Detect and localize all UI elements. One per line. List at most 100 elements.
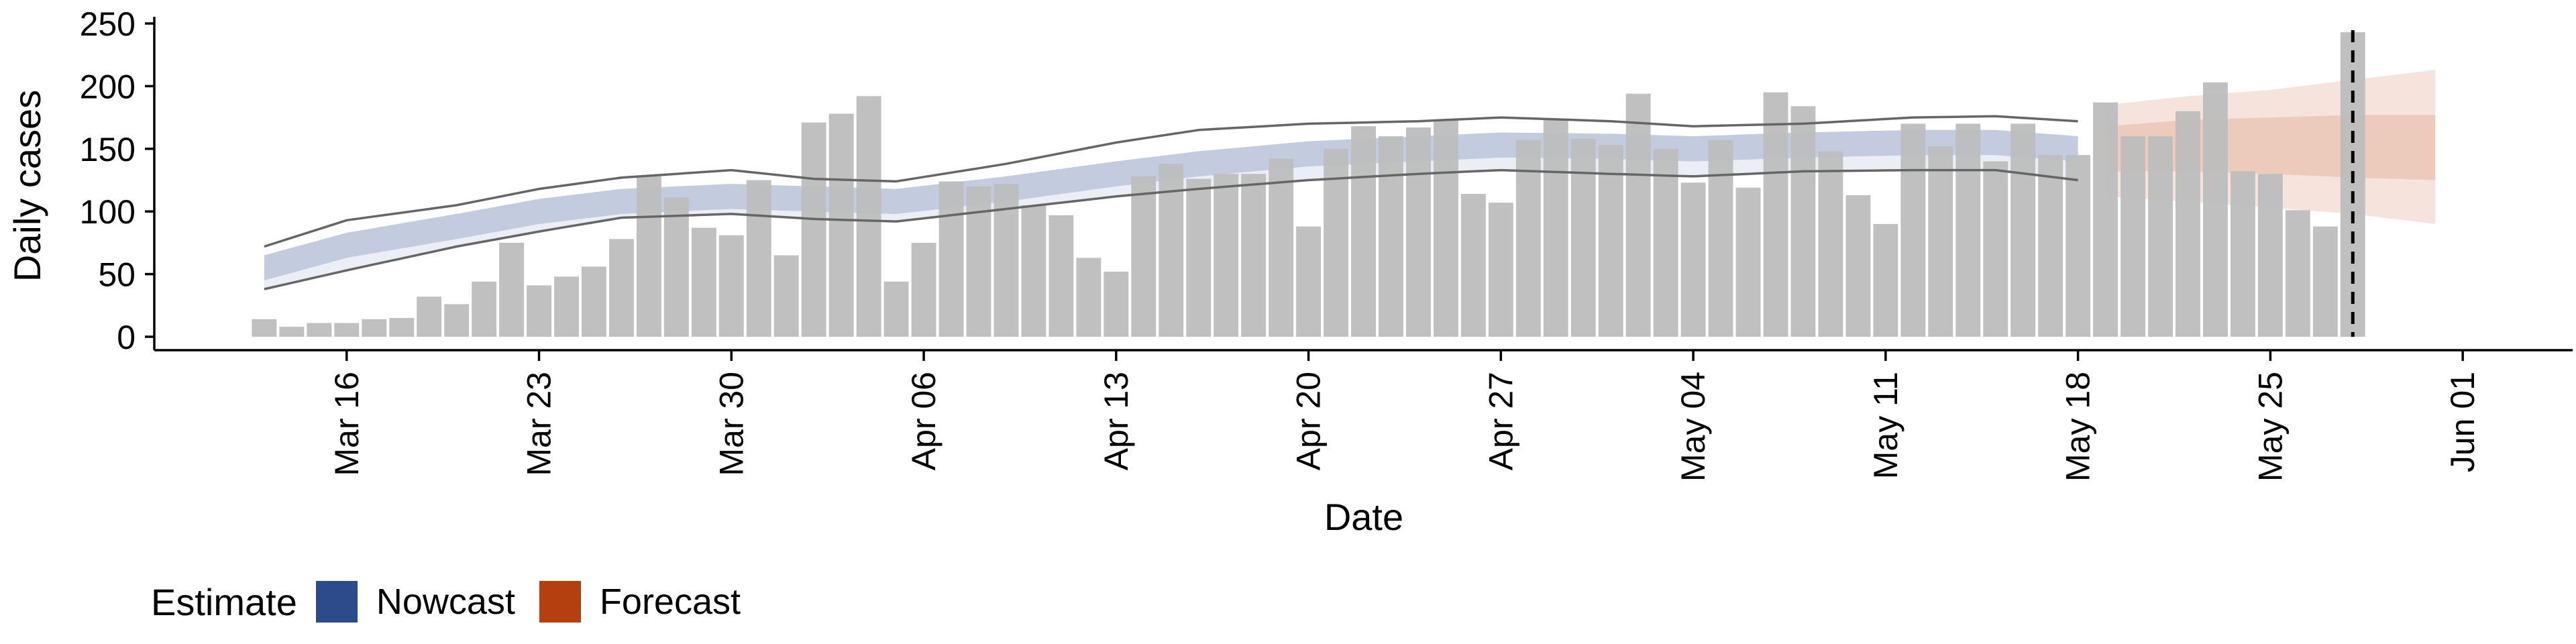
bar-day-69 <box>2121 136 2145 337</box>
y-tick-label: 250 <box>80 5 136 43</box>
bar-day-61 <box>1900 123 1926 337</box>
bar-day-64 <box>1983 161 2008 337</box>
x-tick-label: May 11 <box>1867 372 1904 479</box>
bar-day-2 <box>279 327 305 337</box>
x-tick-label: Jun 01 <box>2444 372 2481 472</box>
bar-day-57 <box>1790 106 1816 337</box>
bar-day-1 <box>252 319 277 337</box>
bar-day-71 <box>2176 111 2200 337</box>
bar-day-18 <box>718 235 744 337</box>
bar-day-76 <box>2312 226 2338 337</box>
y-tick-label: 0 <box>117 319 136 356</box>
legend-item-nowcast: Nowcast <box>315 581 515 623</box>
bar-day-27 <box>966 186 991 337</box>
bar-day-39 <box>1296 226 1321 337</box>
bar-day-60 <box>1873 223 1898 337</box>
bar-day-31 <box>1076 258 1102 337</box>
x-tick-label: Mar 30 <box>712 372 750 476</box>
bar-day-48 <box>1543 119 1568 337</box>
bar-day-13 <box>582 266 606 337</box>
bar-day-70 <box>2148 136 2173 337</box>
bar-day-56 <box>1763 92 1788 337</box>
bar-day-15 <box>637 176 661 337</box>
y-tick-label: 150 <box>80 131 136 168</box>
legend: Estimate Nowcast Forecast <box>151 578 765 625</box>
bar-day-9 <box>472 281 497 337</box>
bar-day-6 <box>389 318 415 337</box>
x-tick-label: May 25 <box>2251 372 2289 482</box>
bar-day-29 <box>1021 205 1046 337</box>
bar-day-72 <box>2203 82 2228 337</box>
bar-day-62 <box>1928 146 1953 337</box>
bar-day-47 <box>1515 140 1541 337</box>
x-tick-label: May 04 <box>1674 372 1712 482</box>
bar-day-33 <box>1131 176 1157 337</box>
bar-day-52 <box>1653 148 1678 337</box>
bar-day-8 <box>444 304 470 337</box>
x-tick-label: Apr 06 <box>905 372 943 470</box>
bar-day-12 <box>554 276 579 337</box>
bar-day-14 <box>609 239 634 337</box>
bar-day-30 <box>1049 215 1074 337</box>
bar-day-68 <box>2093 102 2118 337</box>
forecast-swatch-icon <box>539 581 581 623</box>
bar-day-58 <box>1818 151 1843 337</box>
bar-day-32 <box>1104 271 1129 337</box>
legend-title: Estimate <box>151 580 297 623</box>
legend-label-forecast: Forecast <box>599 582 741 622</box>
nowcast-lower-line <box>264 168 2078 290</box>
bar-day-26 <box>938 181 964 337</box>
bar-day-36 <box>1214 174 1239 337</box>
bar-day-16 <box>663 197 689 337</box>
nowcast-outer-band <box>264 129 2078 289</box>
bar-day-66 <box>2038 155 2063 337</box>
x-tick-label: Apr 13 <box>1097 372 1135 470</box>
bar-day-50 <box>1598 145 1623 337</box>
bar-day-35 <box>1186 178 1212 337</box>
axes: 0 50 100 150 200 250 Mar 16 Mar 23 Mar 30 Apr 06 A… <box>80 5 2573 482</box>
nowcast-upper-line <box>264 115 2078 248</box>
bar-day-42 <box>1379 136 1403 337</box>
x-axis-label: Date <box>1324 496 1403 538</box>
bar-day-5 <box>362 319 387 337</box>
bar-day-44 <box>1434 119 1458 337</box>
bar-day-21 <box>801 122 826 337</box>
bar-day-55 <box>1735 187 1761 337</box>
bar-day-54 <box>1708 140 1733 337</box>
bar-day-59 <box>1845 195 1871 337</box>
bar-day-43 <box>1406 127 1431 337</box>
bar-day-74 <box>2257 174 2283 337</box>
bar-day-73 <box>2231 171 2255 337</box>
x-tick-label: Mar 23 <box>521 372 558 476</box>
bar-day-19 <box>746 180 771 337</box>
legend-item-forecast: Forecast <box>539 581 741 623</box>
bar-day-3 <box>307 323 332 337</box>
bar-day-4 <box>334 323 360 337</box>
daily-case-bars <box>252 32 2365 337</box>
y-axis-label: Daily cases <box>6 90 48 282</box>
bar-day-45 <box>1460 194 1486 337</box>
bar-day-24 <box>883 281 909 337</box>
bar-day-17 <box>691 227 716 337</box>
x-tick-label: May 18 <box>2059 372 2097 482</box>
nowcast-swatch-icon <box>315 581 358 623</box>
legend-label-nowcast: Nowcast <box>376 582 515 622</box>
bar-day-41 <box>1351 126 1376 337</box>
bar-day-63 <box>1955 123 1981 337</box>
bar-day-38 <box>1269 158 1294 337</box>
x-tick-label: Apr 27 <box>1482 372 1519 470</box>
bar-day-22 <box>828 113 854 337</box>
bar-day-53 <box>1680 182 1706 337</box>
bar-day-7 <box>417 297 442 337</box>
bar-day-46 <box>1488 203 1513 337</box>
bar-day-20 <box>773 255 799 337</box>
x-tick-label: Apr 20 <box>1290 372 1328 470</box>
nowcast-outline-lines <box>264 115 2078 290</box>
bar-day-11 <box>527 285 551 337</box>
y-tick-label: 200 <box>80 68 136 105</box>
bar-day-75 <box>2285 210 2310 337</box>
bar-day-10 <box>499 242 524 337</box>
y-tick-label: 100 <box>80 193 136 231</box>
bar-day-23 <box>856 96 881 337</box>
